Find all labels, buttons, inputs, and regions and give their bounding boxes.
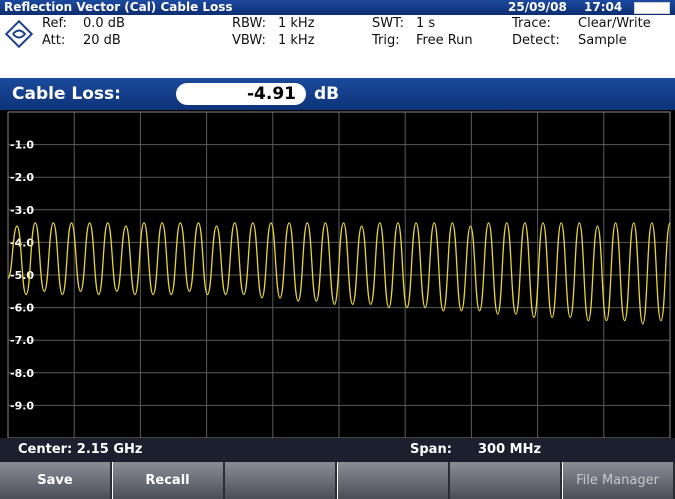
detect-value: Sample: [578, 33, 627, 48]
trace-plot: -1.0-2.0-3.0-4.0-5.0-6.0-7.0-8.0-9.0: [0, 110, 675, 438]
softkey[interactable]: [450, 462, 562, 499]
y-tick-label: -6.0: [10, 302, 34, 315]
softkey[interactable]: File Manager: [562, 462, 675, 499]
span-label: Span:: [410, 442, 452, 457]
vbw-label: VBW:: [232, 33, 266, 48]
swt-value: 1 s: [416, 16, 436, 31]
trig-label: Trig:: [372, 33, 400, 48]
softkey[interactable]: Save: [0, 462, 112, 499]
date: 25/09/08: [508, 0, 567, 14]
center-frequency: Center: 2.15 GHz: [18, 442, 143, 457]
result-bar: Cable Loss: dB: [0, 78, 675, 110]
y-tick-label: -7.0: [10, 334, 34, 347]
title-bar: Reflection Vector (Cal) Cable Loss 25/09…: [0, 0, 675, 15]
softkey[interactable]: [225, 462, 337, 499]
trace-value: Clear/Write: [578, 16, 651, 31]
y-tick-label: -1.0: [10, 139, 34, 152]
plot-frame: [7, 111, 671, 438]
plot-background: [0, 110, 675, 438]
trace-label: Trace:: [512, 16, 551, 31]
y-tick-label: -3.0: [10, 204, 34, 217]
y-tick-label: -2.0: [10, 171, 34, 184]
ref-label: Ref:: [42, 16, 67, 31]
softkey[interactable]: [337, 462, 450, 499]
y-tick-label: -4.0: [10, 236, 34, 249]
trig-value: Free Run: [416, 33, 473, 48]
ref-value: 0.0 dB: [83, 16, 125, 31]
mode-title: Reflection Vector (Cal) Cable Loss: [4, 0, 233, 14]
header: Ref: 0.0 dB Att: 20 dB RBW: 1 kHz VBW: 1…: [0, 15, 675, 78]
span-value: 300 MHz: [478, 442, 542, 457]
att-value: 20 dB: [83, 33, 121, 48]
trace-line: [7, 222, 671, 325]
rbw-label: RBW:: [232, 16, 266, 31]
rbw-value: 1 kHz: [278, 16, 315, 31]
logo: [4, 19, 34, 49]
y-tick-label: -9.0: [10, 399, 34, 412]
swt-label: SWT:: [372, 16, 404, 31]
status-footer: Center: 2.15 GHz Span: 300 MHz: [0, 438, 675, 462]
att-label: Att:: [42, 33, 66, 48]
battery-icon: [634, 2, 670, 14]
softkey[interactable]: Recall: [112, 462, 225, 499]
result-label: Cable Loss:: [12, 84, 121, 104]
detect-label: Detect:: [512, 33, 560, 48]
result-value: -4.91: [247, 84, 296, 104]
result-unit: dB: [314, 84, 340, 104]
vbw-value: 1 kHz: [278, 33, 315, 48]
time: 17:04: [584, 0, 623, 14]
result-field: -4.91: [176, 83, 306, 105]
y-tick-label: -8.0: [10, 367, 34, 380]
